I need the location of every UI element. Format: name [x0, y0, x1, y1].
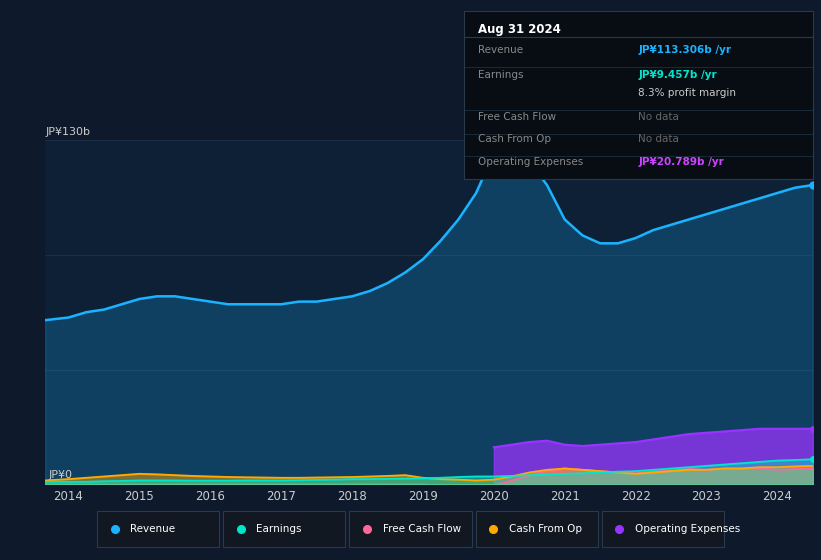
Text: JP¥113.306b /yr: JP¥113.306b /yr: [639, 45, 732, 55]
Text: JP¥9.457b /yr: JP¥9.457b /yr: [639, 70, 717, 80]
Text: Free Cash Flow: Free Cash Flow: [383, 524, 461, 534]
Text: No data: No data: [639, 112, 679, 122]
Text: Cash From Op: Cash From Op: [478, 134, 551, 144]
Text: Aug 31 2024: Aug 31 2024: [478, 23, 561, 36]
Text: Operating Expenses: Operating Expenses: [478, 157, 583, 167]
Text: Cash From Op: Cash From Op: [509, 524, 581, 534]
Text: 8.3% profit margin: 8.3% profit margin: [639, 88, 736, 99]
FancyBboxPatch shape: [97, 511, 219, 547]
Text: Earnings: Earnings: [478, 70, 523, 80]
FancyBboxPatch shape: [475, 511, 598, 547]
Text: JP¥0: JP¥0: [48, 470, 73, 480]
Text: Operating Expenses: Operating Expenses: [635, 524, 740, 534]
Text: No data: No data: [639, 134, 679, 144]
Text: JP¥130b: JP¥130b: [45, 127, 90, 137]
Text: Revenue: Revenue: [131, 524, 176, 534]
FancyBboxPatch shape: [223, 511, 346, 547]
FancyBboxPatch shape: [602, 511, 724, 547]
FancyBboxPatch shape: [350, 511, 471, 547]
Text: JP¥20.789b /yr: JP¥20.789b /yr: [639, 157, 724, 167]
Text: Earnings: Earnings: [256, 524, 302, 534]
Text: Revenue: Revenue: [478, 45, 523, 55]
Text: Free Cash Flow: Free Cash Flow: [478, 112, 556, 122]
